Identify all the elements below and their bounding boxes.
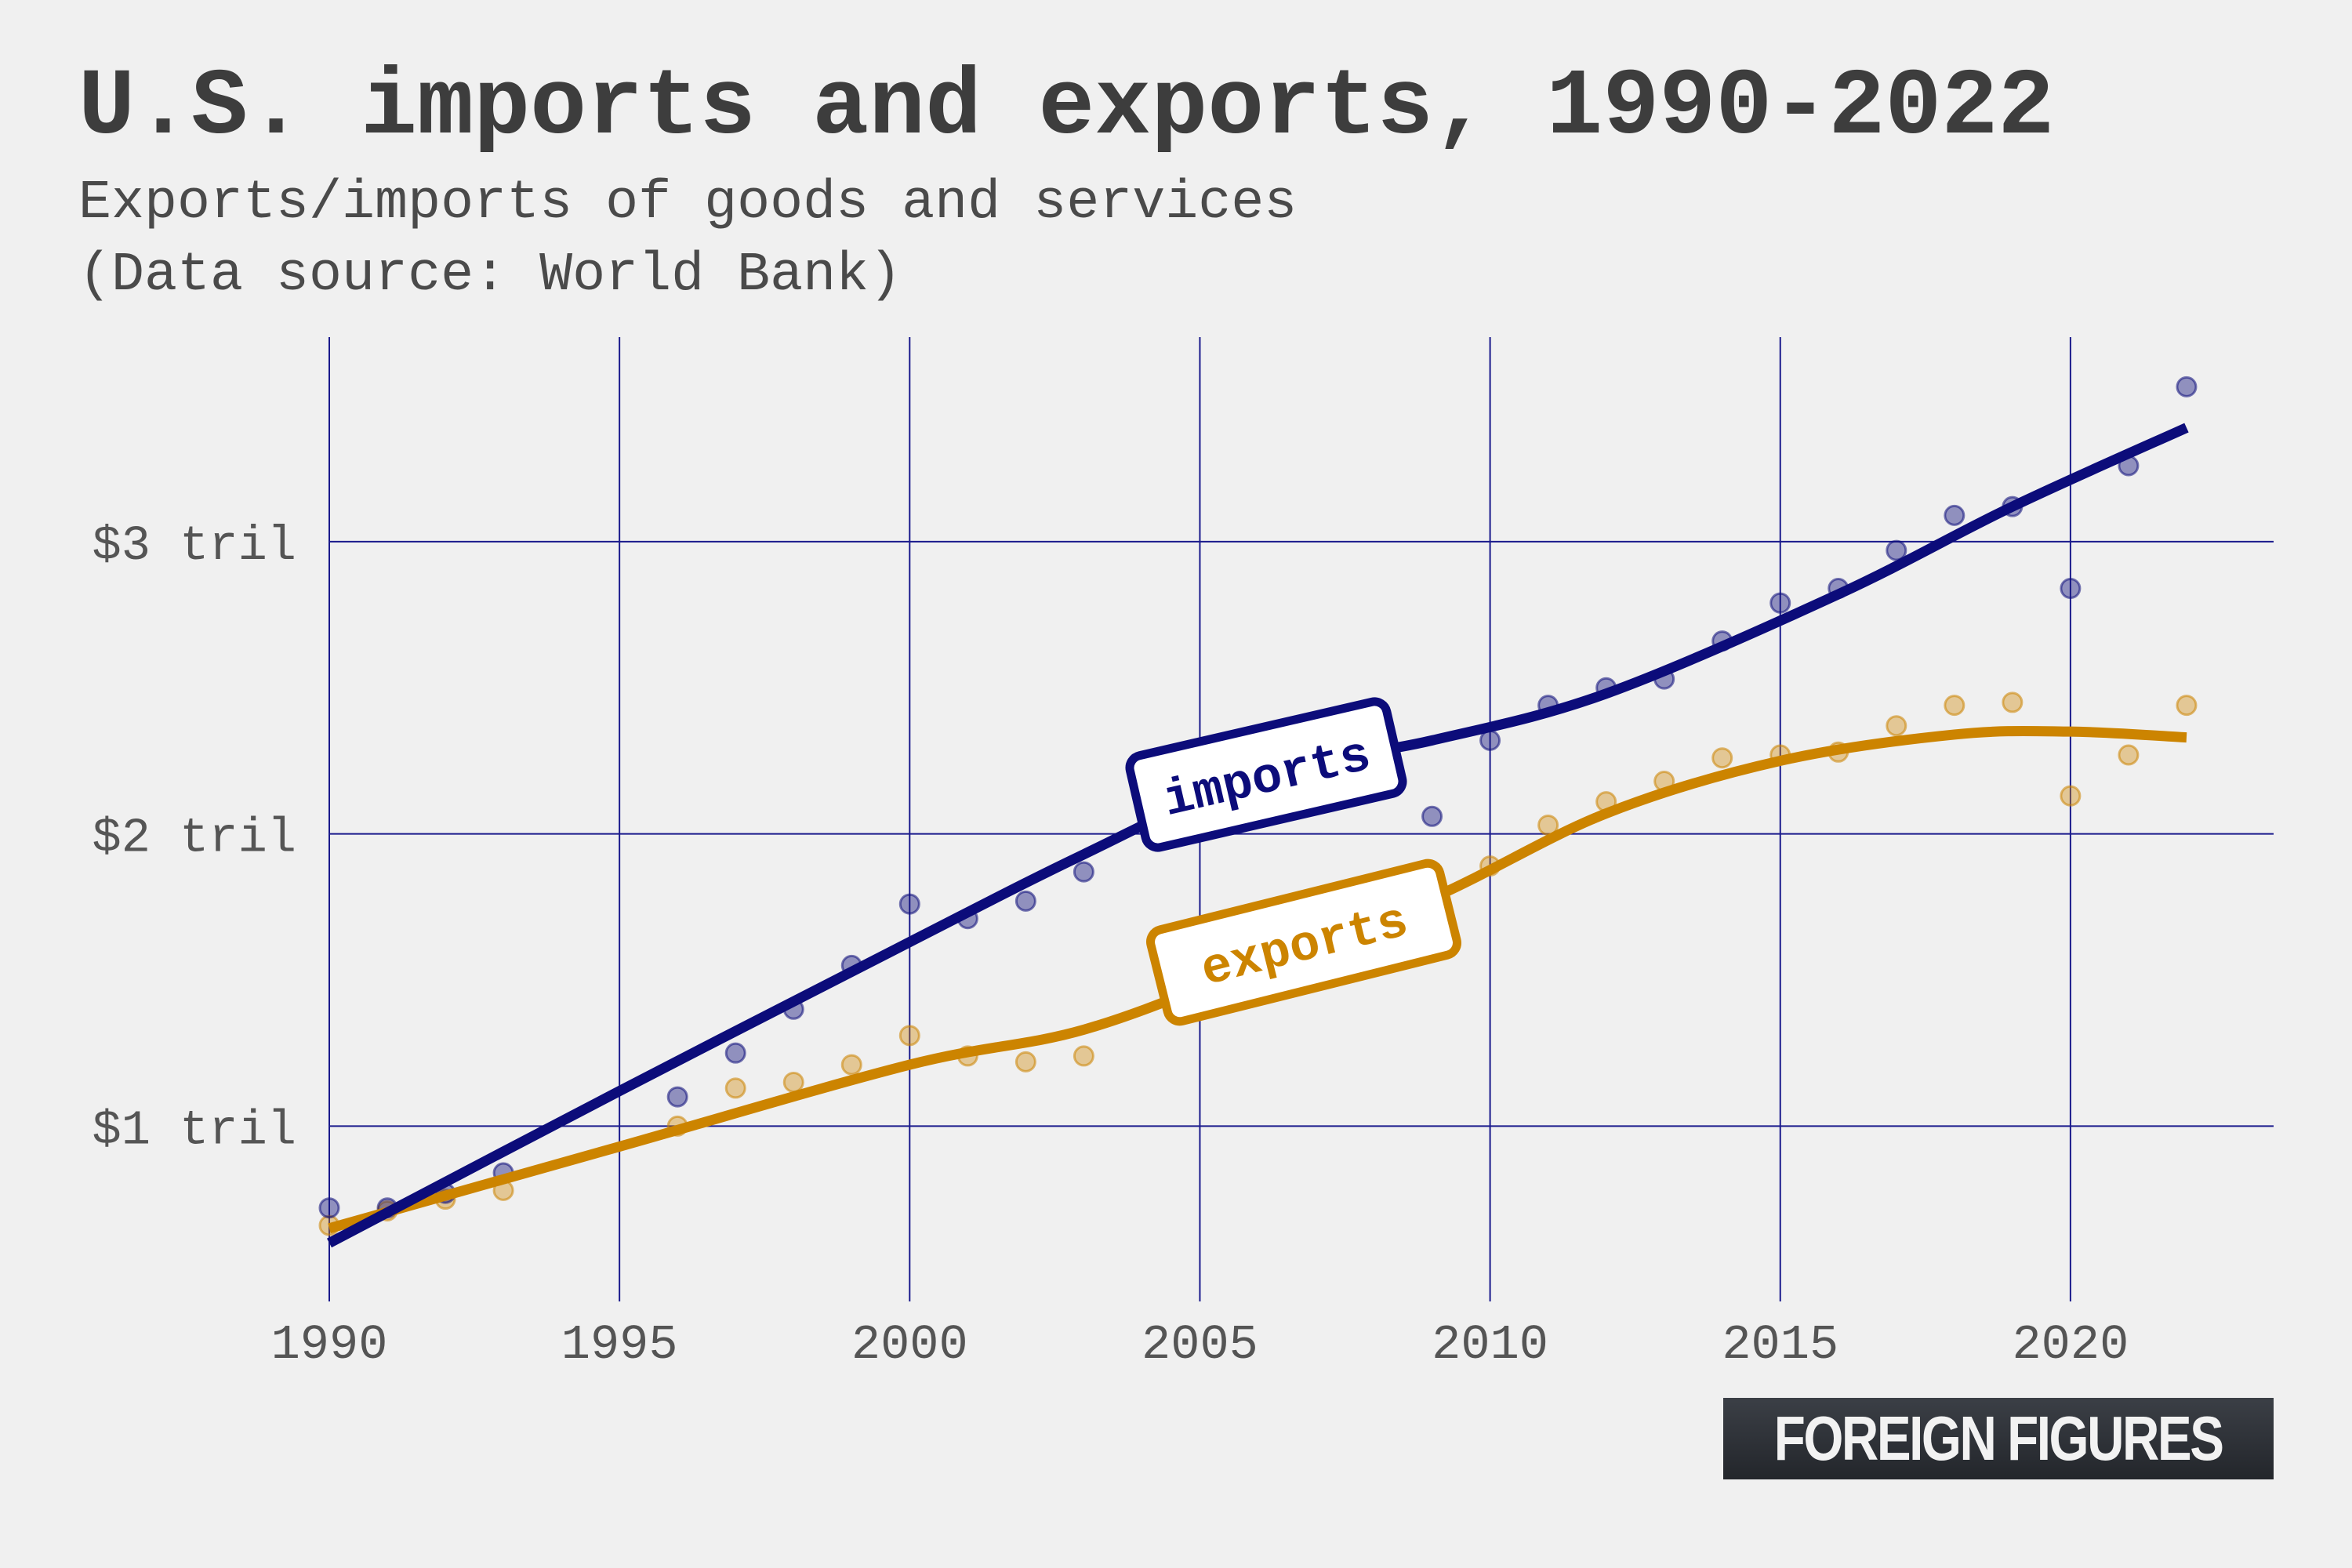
imports-point bbox=[2060, 578, 2082, 600]
exports-point bbox=[898, 1025, 920, 1047]
exports-series-label: exports bbox=[1146, 858, 1461, 1026]
chart-title: U.S. imports and exports, 1990-2022 bbox=[78, 55, 2055, 162]
x-tick-label: 1995 bbox=[561, 1317, 678, 1373]
exports-point bbox=[1014, 1051, 1036, 1073]
exports-point bbox=[724, 1077, 746, 1099]
imports-series-label: imports bbox=[1125, 697, 1407, 852]
x-tick-label: 2000 bbox=[851, 1317, 968, 1373]
exports-point bbox=[1073, 1045, 1094, 1067]
imports-point bbox=[724, 1042, 746, 1064]
y-tick-label: $1 tril bbox=[93, 1102, 296, 1158]
brand-logo: FOREIGN FIGURES bbox=[1723, 1398, 2274, 1479]
trend-lines bbox=[326, 423, 2189, 1248]
imports-point bbox=[1014, 890, 1036, 912]
imports-point bbox=[898, 893, 920, 915]
x-tick-label: 2015 bbox=[1722, 1317, 1838, 1373]
y-tick-label: $3 tril bbox=[93, 518, 296, 574]
x-tick-label: 1990 bbox=[271, 1317, 388, 1373]
exports-point bbox=[2176, 695, 2198, 717]
imports-point bbox=[2176, 376, 2198, 397]
exports-point bbox=[2002, 691, 2024, 713]
imports-point bbox=[1421, 805, 1443, 827]
imports-point bbox=[666, 1086, 688, 1108]
exports-point bbox=[1886, 715, 1907, 737]
exports-point bbox=[840, 1054, 862, 1076]
exports-point bbox=[2118, 744, 2140, 766]
imports-point bbox=[1073, 861, 1094, 883]
imports-point bbox=[1944, 504, 1965, 526]
brand-logo-text: FOREIGN FIGURES bbox=[1774, 1403, 2224, 1473]
imports-point bbox=[1886, 539, 1907, 561]
x-tick-label: 2010 bbox=[1432, 1317, 1548, 1373]
imports-label-box bbox=[1125, 697, 1407, 852]
exports-point bbox=[1711, 747, 1733, 769]
y-tick-label: $2 tril bbox=[93, 811, 296, 866]
exports-point bbox=[782, 1071, 804, 1093]
exports-point bbox=[1944, 695, 1965, 717]
imports-trend-line bbox=[326, 423, 2189, 1248]
chart-subtitle: Exports/imports of goods and services bbox=[78, 172, 1298, 234]
x-tick-label: 2005 bbox=[1142, 1317, 1258, 1373]
grid bbox=[328, 337, 2274, 1301]
data-source-note: (Data source: World Bank) bbox=[78, 245, 902, 307]
exports-label-box bbox=[1146, 858, 1461, 1026]
imports-point bbox=[1769, 592, 1791, 614]
axis-tick-labels: 1990 1995 2000 2005 2010 2015 2020 $1 tril $2 tr… bbox=[93, 518, 2129, 1373]
exports-point bbox=[2060, 785, 2082, 807]
x-tick-label: 2020 bbox=[2012, 1317, 2129, 1373]
imports-point bbox=[318, 1197, 340, 1219]
